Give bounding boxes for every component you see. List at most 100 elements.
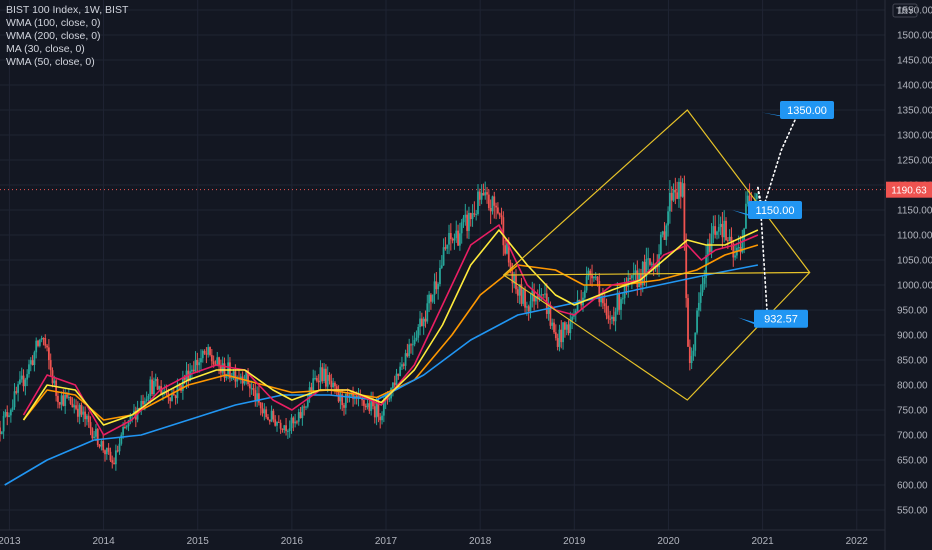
candles: [0, 175, 758, 471]
candle-body: [64, 394, 67, 406]
candle-body: [207, 347, 210, 355]
candle-body: [562, 322, 564, 343]
candle-body: [174, 395, 177, 399]
candle-body: [551, 322, 554, 326]
candle-body: [643, 261, 646, 277]
candle-body: [730, 236, 733, 244]
y-tick-label: 850.00: [897, 356, 928, 367]
candle-body: [330, 380, 333, 388]
candle-body: [397, 373, 400, 376]
candle-body: [621, 298, 624, 300]
candle-body: [518, 284, 521, 296]
candle-body: [563, 322, 566, 330]
candle-body: [38, 339, 41, 346]
candle-body: [413, 339, 416, 345]
candle-body: [712, 226, 715, 234]
candle-body: [732, 243, 735, 258]
y-tick-label: 1400.00: [897, 81, 932, 92]
candle-body: [404, 353, 407, 366]
candle-body: [11, 407, 14, 410]
candle-body: [129, 414, 132, 421]
candle-body: [737, 247, 740, 249]
candle-body: [151, 379, 153, 395]
indicator-wma-200[interactable]: WMA (200, close, 0): [6, 30, 101, 42]
candle-body: [478, 191, 481, 200]
candle-body: [47, 347, 50, 361]
candle-body: [339, 394, 342, 402]
candle-body: [341, 394, 344, 406]
candle-body: [678, 181, 680, 199]
candle-body: [67, 396, 70, 398]
candle-body: [111, 460, 114, 463]
candle-body: [319, 367, 322, 383]
candle-body: [109, 451, 112, 461]
candle-body: [430, 294, 432, 302]
candle-body: [725, 220, 727, 241]
candle-body: [279, 422, 282, 429]
candle-body: [98, 444, 101, 447]
candle-body: [544, 293, 546, 295]
candle-body: [663, 231, 666, 240]
candle-body: [605, 306, 608, 316]
candle-body: [721, 223, 724, 238]
candle-body: [31, 360, 34, 365]
candle-body: [464, 214, 467, 218]
price-target-callout: 932.57: [738, 309, 808, 328]
indicator-wma-50[interactable]: WMA (50, close, 0): [6, 56, 95, 68]
candle-body: [708, 243, 711, 252]
candle-body: [489, 207, 492, 212]
candle-body: [681, 183, 684, 197]
candle-body: [431, 294, 434, 302]
candle-body: [439, 267, 441, 285]
candle-body: [697, 302, 700, 311]
candle-body: [314, 378, 316, 380]
candle-body: [221, 363, 224, 373]
candle-body: [428, 294, 431, 304]
x-tick-label: 2017: [375, 536, 398, 547]
candle-body: [236, 377, 239, 382]
candle-body: [379, 416, 382, 421]
candle-body: [71, 403, 74, 408]
candle-body: [437, 284, 440, 290]
candle-body: [76, 408, 79, 417]
y-tick-label: 950.00: [897, 306, 928, 317]
candle-body: [381, 415, 383, 421]
candle-body: [448, 233, 450, 245]
candle-body: [158, 386, 161, 390]
candle-body: [373, 406, 376, 418]
candle-body: [84, 411, 86, 420]
candle-body: [395, 373, 398, 386]
candle-body: [9, 409, 12, 416]
indicator-ma-30[interactable]: MA (30, close, 0): [6, 43, 85, 55]
candle-body: [297, 412, 300, 422]
candle-body: [460, 222, 463, 234]
candle-body: [254, 390, 257, 402]
candle-body: [705, 255, 708, 278]
candle-body: [118, 443, 121, 452]
callout-box: [754, 309, 808, 328]
candle-body: [140, 400, 143, 409]
x-tick-label: 2018: [469, 536, 492, 547]
candle-body: [276, 421, 278, 426]
candle-body: [355, 395, 358, 399]
indicator-wma-100[interactable]: WMA (100, close, 0): [6, 17, 101, 29]
candle-body: [670, 192, 673, 201]
candle-body: [535, 296, 537, 302]
candle-body: [629, 277, 631, 279]
candle-body: [565, 324, 568, 330]
candle-body: [477, 191, 479, 214]
candle-body: [201, 350, 204, 359]
y-tick-label: 700.00: [897, 431, 928, 442]
price-axis: [885, 0, 932, 550]
candle-body: [462, 217, 465, 223]
candle-body: [216, 357, 219, 366]
candle-body: [171, 393, 173, 401]
y-tick-label: 1000.00: [897, 281, 932, 292]
candle-body: [520, 284, 523, 304]
candle-body: [352, 393, 354, 399]
symbol-title[interactable]: BIST 100 Index, 1W, BIST: [6, 4, 129, 16]
callout-box: [780, 101, 834, 119]
candle-body: [268, 419, 271, 422]
candle-body: [252, 388, 255, 391]
